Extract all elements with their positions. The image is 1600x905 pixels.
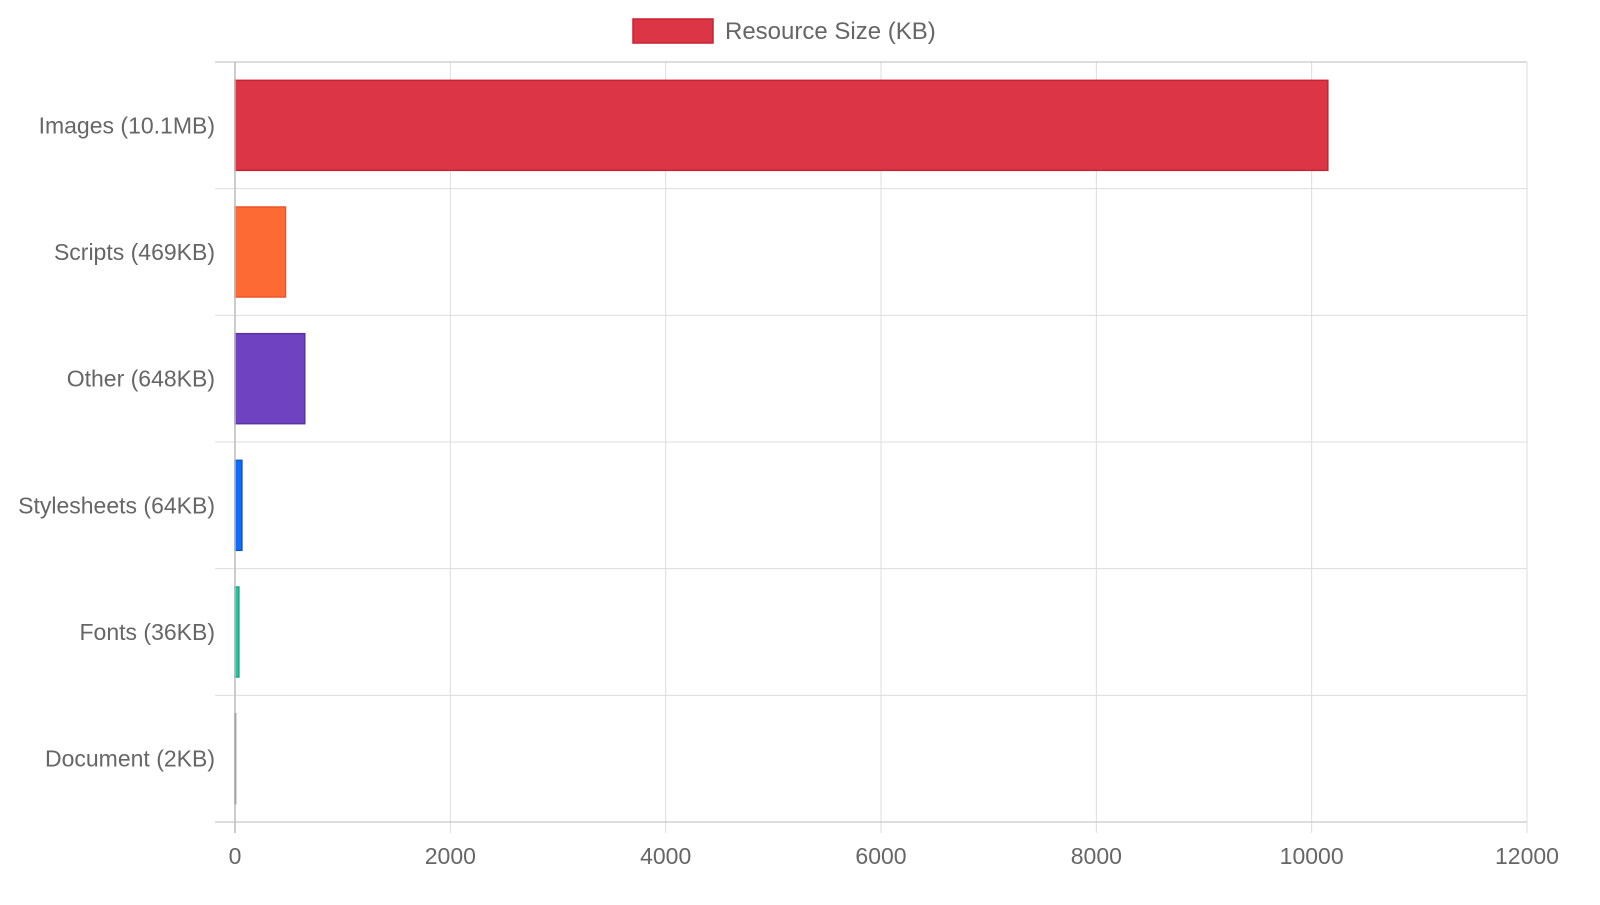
axis-labels: 0 2000 4000 6000 8000 10000 12000 Images (10.1M… [18,112,1559,869]
x-tick-label: 0 [229,843,242,869]
x-tick-label: 8000 [1071,843,1122,869]
x-tick-label: 12000 [1495,843,1559,869]
bars [234,79,1329,805]
axes [234,62,1528,833]
y-category-label: Stylesheets (64KB) [18,492,215,518]
x-tick-label: 10000 [1280,843,1344,869]
x-tick-label: 2000 [425,843,476,869]
bar[interactable] [234,79,1329,172]
bar[interactable] [234,459,243,552]
x-tick-label: 6000 [855,843,906,869]
bar[interactable] [234,206,287,298]
bar[interactable] [234,332,306,425]
y-category-label: Scripts (469KB) [54,239,215,265]
grid-lines [215,61,1528,833]
legend[interactable]: Resource Size (KB) [632,18,936,45]
legend-label[interactable]: Resource Size (KB) [725,18,936,45]
y-category-label: Fonts (36KB) [80,619,216,645]
y-category-label: Document (2KB) [45,746,215,772]
legend-swatch[interactable] [632,18,714,44]
y-category-label: Other (648KB) [67,366,215,392]
x-tick-label: 4000 [640,843,691,869]
y-category-label: Images (10.1MB) [39,112,215,138]
